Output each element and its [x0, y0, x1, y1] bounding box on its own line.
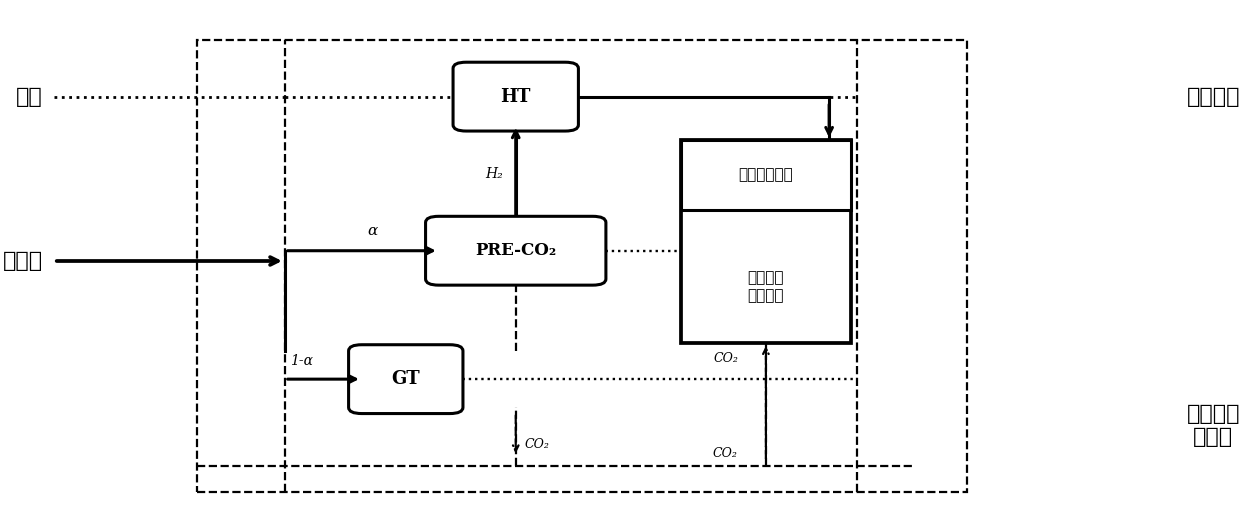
Text: HT: HT — [501, 88, 531, 105]
Text: PRE-CO₂: PRE-CO₂ — [475, 242, 557, 259]
FancyBboxPatch shape — [453, 62, 578, 131]
Text: H₂: H₂ — [485, 167, 502, 181]
Text: 天然气: 天然气 — [2, 251, 43, 271]
Text: 二氧化碳
存储装置: 二氧化碳 存储装置 — [748, 270, 784, 303]
Bar — [681, 140, 851, 210]
Text: α: α — [368, 224, 378, 238]
Bar — [197, 40, 966, 492]
Text: CO₂: CO₂ — [525, 438, 549, 451]
Text: GT: GT — [392, 370, 420, 388]
FancyBboxPatch shape — [425, 216, 606, 285]
Text: 电能存储装置: 电能存储装置 — [739, 168, 794, 183]
Bar — [681, 140, 851, 343]
Text: CO₂: CO₂ — [712, 447, 737, 460]
Text: 二氧化碳
排放量: 二氧化碳 排放量 — [1187, 404, 1240, 447]
Text: 1-α: 1-α — [290, 354, 314, 368]
Text: CO₂: CO₂ — [713, 352, 738, 365]
Text: 氢气: 氢气 — [16, 87, 43, 106]
Text: 电能负荷: 电能负荷 — [1187, 87, 1240, 106]
FancyBboxPatch shape — [348, 345, 463, 413]
